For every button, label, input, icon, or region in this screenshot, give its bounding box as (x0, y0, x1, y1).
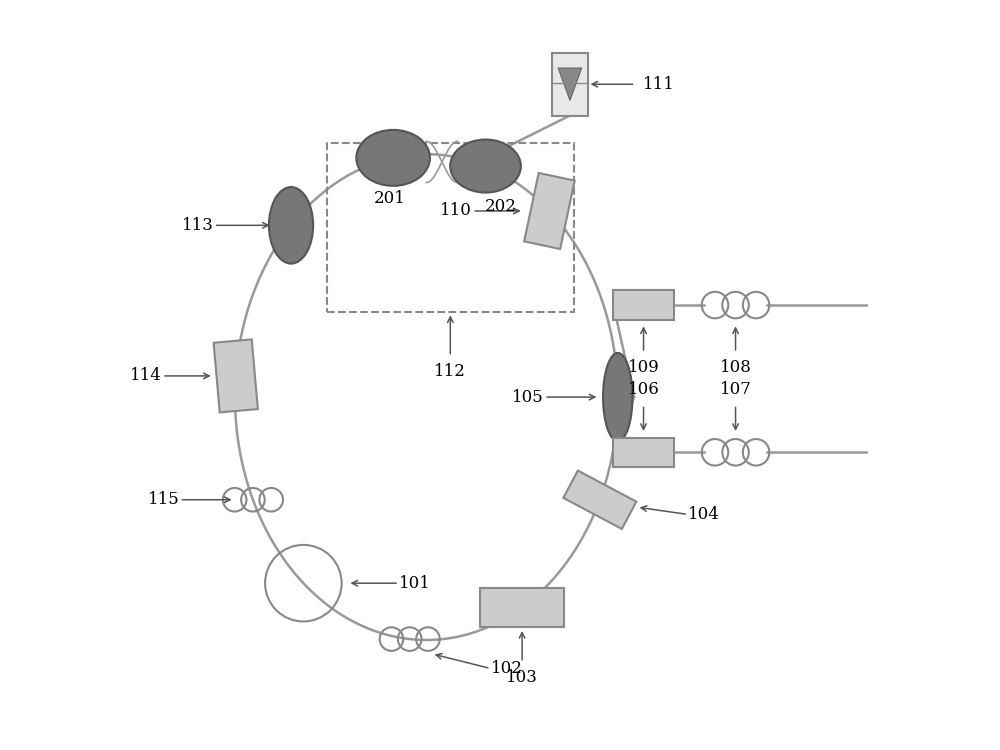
Text: 112: 112 (434, 363, 466, 380)
Text: 115: 115 (148, 491, 179, 508)
Text: 201: 201 (374, 190, 405, 207)
Text: 202: 202 (484, 198, 516, 215)
Bar (524, 173, 575, 249)
Text: 111: 111 (643, 76, 675, 93)
Ellipse shape (603, 353, 633, 441)
Text: 101: 101 (399, 574, 431, 592)
Ellipse shape (450, 140, 521, 193)
Bar (613, 437, 674, 467)
Text: 102: 102 (491, 660, 523, 677)
Text: 103: 103 (506, 669, 538, 686)
Ellipse shape (356, 130, 430, 186)
Bar (552, 53, 588, 116)
Text: 107: 107 (720, 381, 751, 398)
Text: 110: 110 (440, 202, 472, 220)
Text: 108: 108 (720, 359, 751, 376)
Text: 105: 105 (512, 388, 544, 406)
Text: 109: 109 (628, 359, 659, 376)
Bar (327, 143, 574, 313)
Text: 114: 114 (130, 368, 162, 385)
Text: 104: 104 (688, 506, 720, 523)
Text: 106: 106 (628, 381, 659, 398)
Ellipse shape (269, 187, 313, 263)
Bar (563, 470, 636, 529)
Bar (613, 290, 674, 320)
Bar (214, 340, 258, 412)
Text: 113: 113 (182, 217, 214, 234)
Polygon shape (558, 68, 582, 100)
Bar (480, 588, 564, 626)
